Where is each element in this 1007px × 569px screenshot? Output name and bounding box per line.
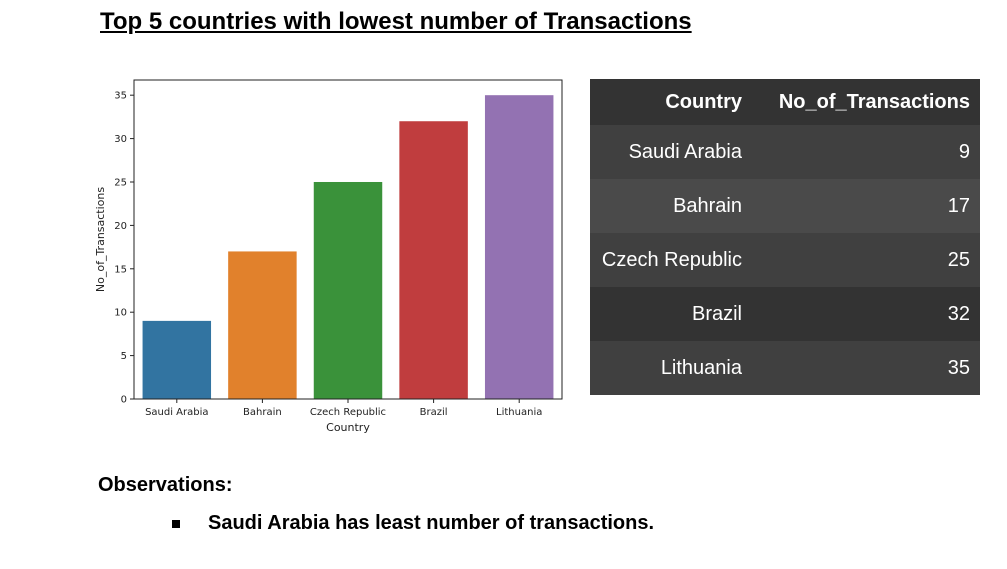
bar	[142, 320, 212, 399]
table-cell-country: Czech Republic	[601, 248, 742, 271]
table-cell-country: Bahrain	[673, 194, 742, 217]
table-cell-country: Lithuania	[660, 356, 742, 379]
y-tick-label: 0	[121, 395, 127, 406]
bar-chart: 0 5 10 15 20 25 30 35 Saudi Arabia Bahrain Czech R…	[94, 79, 563, 434]
transactions-table: Country No_of_Transactions Saudi Arabia …	[590, 79, 980, 395]
bar	[399, 121, 468, 399]
table-header-transactions: No_of_Transactions	[778, 90, 970, 113]
table-cell-transactions: 32	[947, 302, 970, 325]
page-title: Top 5 countries with lowest number of Tr…	[100, 8, 692, 35]
bar	[484, 95, 554, 399]
y-tick-label: 35	[114, 91, 127, 102]
table-cell-country: Saudi Arabia	[628, 140, 742, 163]
table-cell-transactions: 17	[947, 194, 970, 217]
bar	[228, 251, 297, 399]
x-tick-label: Czech Republic	[310, 407, 386, 418]
table-cell-transactions: 9	[958, 140, 970, 163]
y-tick-label: 25	[114, 177, 127, 188]
bullet-square-icon	[172, 519, 180, 528]
x-tick-label: Brazil	[420, 407, 448, 418]
table-row: Lithuania 35	[590, 341, 980, 395]
table-row: Czech Republic 25	[590, 233, 980, 287]
y-tick-label: 15	[114, 264, 127, 275]
table-header-country: Country	[665, 90, 742, 113]
y-axis-label: No_of_Transactions	[94, 187, 107, 292]
y-tick-label: 20	[114, 221, 127, 232]
observations-label: Observations:	[98, 474, 233, 496]
table-header-row: Country No_of_Transactions	[590, 79, 980, 125]
table-row: Brazil 32	[590, 287, 980, 341]
table-cell-country: Brazil	[691, 302, 742, 325]
x-tick-label: Saudi Arabia	[145, 407, 208, 418]
observation-text: Saudi Arabia has least number of transac…	[208, 512, 655, 534]
y-tick-label: 10	[114, 308, 127, 319]
y-tick-label: 30	[114, 134, 127, 145]
y-tick-label: 5	[121, 351, 127, 362]
table-row: Saudi Arabia 9	[590, 125, 980, 179]
table-row: Bahrain 17	[590, 179, 980, 233]
bar	[313, 181, 383, 399]
x-tick-label: Lithuania	[496, 407, 542, 418]
x-tick-label: Bahrain	[243, 407, 282, 418]
plot-frame	[133, 79, 563, 400]
table-cell-transactions: 35	[947, 356, 970, 379]
table-cell-transactions: 25	[947, 248, 970, 271]
x-axis-label: Country	[326, 421, 370, 434]
observation-item: Saudi Arabia has least number of transac…	[172, 512, 654, 535]
